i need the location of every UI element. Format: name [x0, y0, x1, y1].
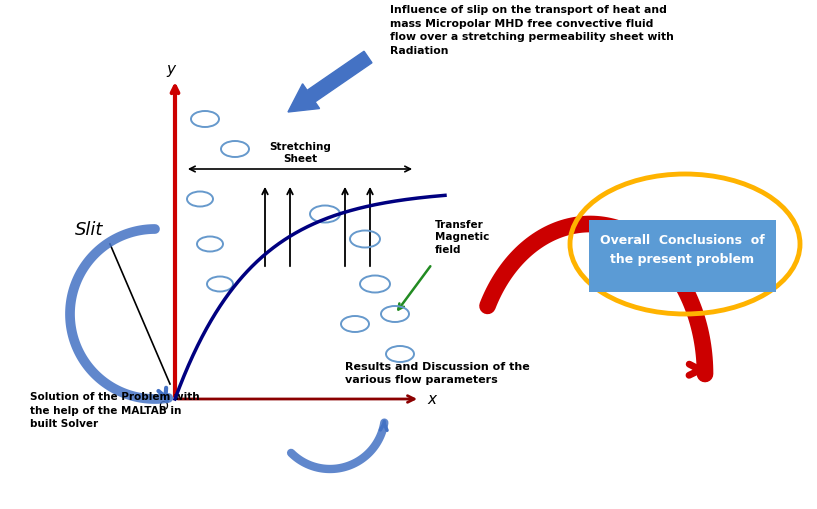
Text: Results and Discussion of the
various flow parameters: Results and Discussion of the various fl… [345, 361, 529, 384]
Text: Transfer
Magnetic
field: Transfer Magnetic field [435, 219, 489, 254]
Text: Stretching
Sheet: Stretching Sheet [269, 142, 331, 164]
Text: O: O [158, 399, 168, 412]
Text: y: y [167, 62, 176, 77]
FancyBboxPatch shape [589, 220, 776, 293]
FancyArrow shape [288, 52, 372, 113]
Text: Overall  Conclusions  of
the present problem: Overall Conclusions of the present probl… [600, 234, 765, 266]
Text: Slit: Slit [75, 220, 104, 239]
Text: Influence of slip on the transport of heat and
mass Micropolar MHD free convecti: Influence of slip on the transport of he… [390, 5, 674, 55]
Text: x: x [427, 392, 436, 407]
Text: Solution of the Problem with
the help of the MALTAB in
built Solver: Solution of the Problem with the help of… [30, 391, 199, 429]
